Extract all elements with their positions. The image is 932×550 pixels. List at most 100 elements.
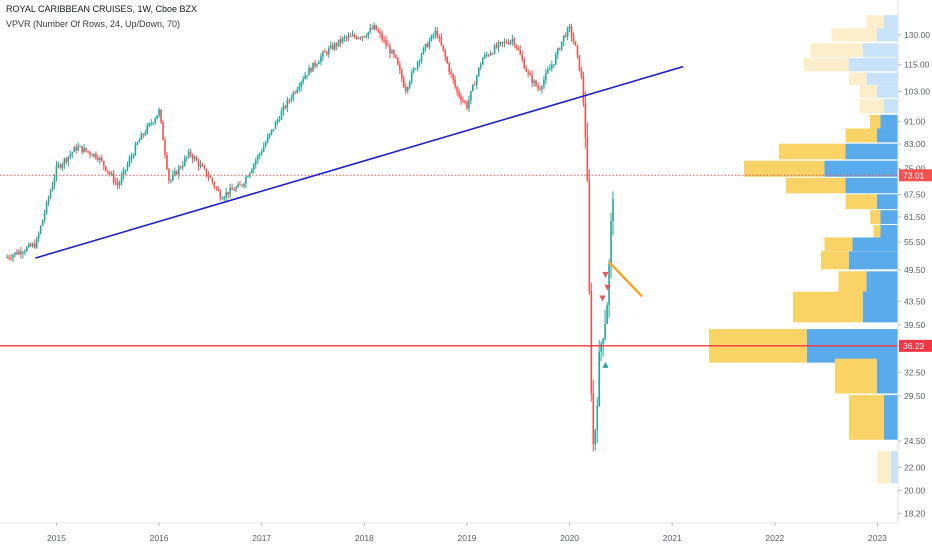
candle-body bbox=[118, 182, 121, 186]
candle-body bbox=[596, 405, 599, 430]
candle-up bbox=[120, 171, 123, 186]
candle-body bbox=[424, 43, 427, 48]
vp-bar-down bbox=[779, 143, 846, 160]
candle-body bbox=[339, 39, 342, 43]
candle-body bbox=[543, 79, 545, 87]
candle-body bbox=[138, 139, 141, 143]
candle-body bbox=[511, 38, 514, 42]
candle-up bbox=[39, 225, 42, 235]
trendline-support bbox=[35, 66, 684, 259]
candle-up bbox=[132, 153, 135, 160]
candle-down bbox=[168, 167, 170, 184]
candle-body bbox=[438, 37, 441, 39]
candle-body bbox=[12, 254, 14, 259]
time-tick-label: 2018 bbox=[355, 533, 374, 543]
candle-down bbox=[525, 65, 527, 73]
candle-body bbox=[505, 41, 508, 44]
candle-body bbox=[128, 159, 131, 165]
candle-down bbox=[564, 32, 567, 38]
candle-down bbox=[162, 120, 164, 141]
candle-body bbox=[152, 122, 154, 124]
candle-body bbox=[331, 45, 334, 50]
candle-body bbox=[395, 54, 397, 58]
candle-down bbox=[377, 26, 379, 33]
candle-body bbox=[20, 251, 22, 254]
candle-down bbox=[487, 53, 490, 58]
candle-body bbox=[485, 54, 488, 56]
candle-body bbox=[487, 54, 490, 56]
candle-body bbox=[387, 45, 389, 47]
candle-up bbox=[351, 30, 354, 37]
candle-body bbox=[479, 64, 482, 68]
trendlines[interactable] bbox=[0, 66, 898, 368]
candle-up bbox=[183, 154, 186, 167]
candle-down bbox=[179, 165, 182, 169]
vp-bar-down bbox=[810, 43, 863, 58]
candle-up bbox=[322, 50, 324, 61]
candle-body bbox=[262, 146, 265, 152]
candle-body bbox=[87, 151, 89, 153]
candle-body bbox=[547, 70, 549, 73]
candle-down bbox=[535, 79, 537, 87]
candle-body bbox=[245, 177, 247, 184]
candle-body bbox=[79, 146, 81, 148]
candle-down bbox=[189, 148, 192, 158]
time-tick-label: 2022 bbox=[765, 533, 784, 543]
candle-up bbox=[543, 75, 545, 90]
candle-body bbox=[189, 151, 192, 156]
candle-body bbox=[612, 198, 614, 222]
candle-body bbox=[491, 53, 494, 55]
candle-down bbox=[539, 85, 541, 92]
candle-body bbox=[114, 181, 117, 183]
candle-body bbox=[296, 89, 299, 93]
candle-body bbox=[515, 44, 518, 48]
volume-profile bbox=[709, 15, 898, 484]
candle-body bbox=[207, 175, 210, 178]
candle-body bbox=[144, 133, 147, 135]
candle-up bbox=[274, 120, 277, 130]
candle-body bbox=[302, 79, 304, 83]
candle-body bbox=[18, 251, 20, 255]
candle-up bbox=[272, 129, 275, 132]
candle-down bbox=[450, 68, 452, 78]
candle-body bbox=[69, 154, 72, 157]
candle-up bbox=[329, 41, 332, 50]
candle-down bbox=[371, 25, 374, 30]
candle-body bbox=[43, 212, 46, 220]
candle-body bbox=[312, 62, 314, 72]
candle-up bbox=[268, 133, 271, 140]
candle-body bbox=[525, 68, 527, 72]
candle-body bbox=[83, 147, 85, 153]
candle-down bbox=[227, 192, 229, 199]
candle-body bbox=[258, 153, 261, 156]
candle-down bbox=[403, 75, 405, 88]
candle-body bbox=[104, 166, 107, 171]
candle-body bbox=[81, 146, 83, 153]
candle-down bbox=[501, 41, 504, 48]
vp-bar-up bbox=[884, 99, 898, 114]
candle-body bbox=[608, 263, 610, 306]
candle-up bbox=[556, 47, 559, 60]
candle-up bbox=[148, 122, 151, 128]
candle-up bbox=[67, 156, 70, 167]
candle-down bbox=[531, 70, 533, 88]
candle-down bbox=[363, 35, 366, 38]
candle-body bbox=[209, 177, 212, 179]
candle-down bbox=[114, 177, 117, 186]
candle-body bbox=[193, 157, 196, 160]
candle-body bbox=[337, 39, 340, 46]
candle-body bbox=[101, 157, 103, 161]
candle-body bbox=[134, 144, 137, 156]
candle-down bbox=[383, 35, 385, 44]
candle-down bbox=[582, 71, 585, 107]
marker-up-triangle bbox=[602, 361, 609, 368]
candle-body bbox=[527, 71, 529, 73]
candle-body bbox=[278, 119, 281, 121]
vp-bar-down bbox=[786, 177, 846, 194]
candle-body bbox=[580, 70, 583, 76]
candle-body bbox=[154, 118, 156, 123]
candle-up bbox=[612, 191, 614, 236]
candle-down bbox=[195, 155, 198, 162]
candle-body bbox=[570, 26, 573, 37]
